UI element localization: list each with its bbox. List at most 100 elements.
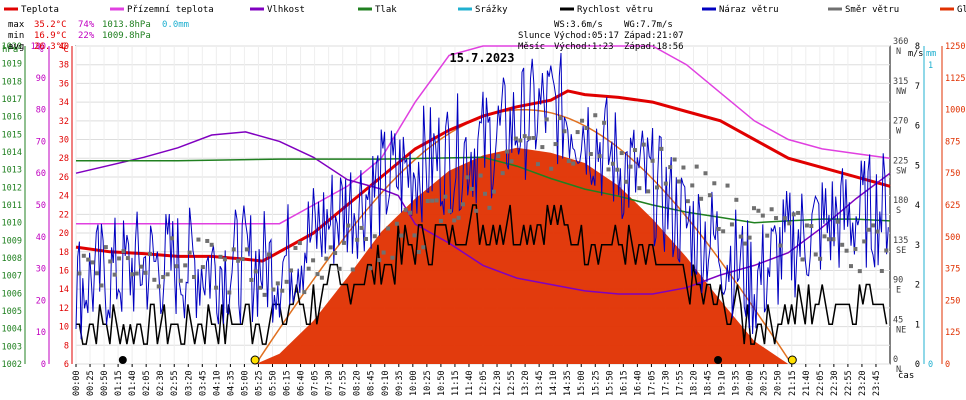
wind-direction-point bbox=[143, 270, 148, 275]
wind-direction-point bbox=[328, 245, 333, 250]
pressure-tick: 1004 bbox=[2, 325, 22, 335]
time-tick: 16:40 bbox=[633, 370, 643, 396]
pressure-tick: 1017 bbox=[2, 95, 22, 105]
time-tick: 05:25 bbox=[254, 370, 264, 396]
time-tick: 07:55 bbox=[339, 370, 349, 396]
wind-direction-point bbox=[527, 136, 532, 141]
wind-direction-point bbox=[333, 251, 338, 256]
wind-direction-point bbox=[606, 167, 611, 172]
wind-direction-point bbox=[747, 235, 752, 240]
pressure-tick: 1018 bbox=[2, 77, 22, 87]
wind-direction-point bbox=[654, 185, 659, 190]
wind-direction-point bbox=[289, 268, 294, 273]
wind-direction-point bbox=[117, 256, 122, 261]
humidity-tick: 70 bbox=[36, 137, 46, 147]
legend-label: Rychlost větru bbox=[577, 5, 653, 15]
moonset-time: Západ:18:56 bbox=[624, 42, 684, 52]
stat-label-avg: avg bbox=[8, 42, 24, 52]
time-tick: 15:50 bbox=[605, 370, 615, 396]
wind-direction-point bbox=[765, 233, 770, 238]
pressure-tick: 1013 bbox=[2, 166, 22, 176]
direction-tick-label: SE bbox=[896, 246, 906, 256]
legend-label: Srážky bbox=[475, 5, 508, 15]
wind-direction-point bbox=[584, 126, 589, 131]
wind-direction-point bbox=[505, 149, 510, 154]
time-tick: 23:45 bbox=[872, 370, 882, 396]
temperature-tick: 32 bbox=[59, 117, 69, 127]
radiation-tick: 375 bbox=[945, 265, 960, 275]
direction-tick-label: SW bbox=[896, 166, 907, 176]
pressure-tick: 1003 bbox=[2, 342, 22, 352]
wind-direction-point bbox=[734, 197, 739, 202]
wind-direction-point bbox=[425, 199, 430, 204]
wind-direction-point bbox=[721, 229, 726, 234]
wind-direction-point bbox=[205, 238, 210, 243]
wind-direction-point bbox=[500, 171, 505, 176]
time-tick: 22:05 bbox=[816, 370, 826, 396]
wind-direction-point bbox=[787, 221, 792, 226]
temperature-tick: 12 bbox=[59, 304, 69, 314]
wind-direction-point bbox=[108, 259, 113, 264]
moonrise-time: Východ:1:23 bbox=[554, 42, 614, 52]
rain-tick: 1 bbox=[928, 61, 933, 71]
wind-direction-point bbox=[297, 241, 302, 246]
radiation-tick: 0 bbox=[945, 360, 950, 370]
wind-direction-point bbox=[703, 171, 708, 176]
time-tick: 14:35 bbox=[563, 370, 573, 396]
wind-direction-point bbox=[293, 245, 298, 250]
pressure-tick: 1019 bbox=[2, 60, 22, 70]
direction-tick-label: S bbox=[896, 206, 901, 216]
wind-direction-point bbox=[200, 265, 205, 270]
wind-direction-point bbox=[796, 210, 801, 215]
wind-direction-point bbox=[774, 216, 779, 221]
time-tick: 07:30 bbox=[325, 370, 335, 396]
wind-direction-point bbox=[557, 116, 562, 121]
wind-direction-point bbox=[249, 277, 254, 282]
wind-direction-point bbox=[513, 136, 518, 141]
wind-direction-point bbox=[90, 260, 95, 265]
wind-direction-point bbox=[593, 113, 598, 118]
time-tick: 16:15 bbox=[619, 370, 629, 396]
wind-direction-point bbox=[844, 248, 849, 253]
wind-direction-point bbox=[610, 161, 615, 166]
wind-direction-point bbox=[81, 253, 86, 258]
time-tick: 00:50 bbox=[100, 370, 110, 396]
chart-date-title: 15.7.2023 bbox=[449, 51, 514, 65]
wind-direction-point bbox=[632, 148, 637, 153]
wind-direction-point bbox=[531, 135, 536, 140]
time-tick: 17:30 bbox=[661, 370, 671, 396]
temperature-tick: 38 bbox=[59, 61, 69, 71]
wind-direction-point bbox=[478, 173, 483, 178]
wind-direction-point bbox=[641, 142, 646, 147]
wind-direction-point bbox=[280, 288, 285, 293]
stat-min-press: 1009.8hPa bbox=[102, 31, 151, 41]
wind-direction-point bbox=[125, 256, 130, 261]
wind-direction-point bbox=[879, 268, 884, 273]
wind-direction-point bbox=[716, 226, 721, 231]
pressure-tick: 1005 bbox=[2, 307, 22, 317]
wind-direction-point bbox=[743, 241, 748, 246]
time-tick: 17:05 bbox=[647, 370, 657, 396]
wind-direction-point bbox=[236, 258, 241, 263]
wind-direction-point bbox=[214, 285, 219, 290]
wind-direction-point bbox=[628, 164, 633, 169]
temperature-tick: 18 bbox=[59, 248, 69, 258]
time-tick: 12:05 bbox=[479, 370, 489, 396]
wind-direction-point bbox=[672, 157, 677, 162]
direction-tick-label: W bbox=[896, 127, 902, 137]
time-tick: 22:30 bbox=[830, 370, 840, 396]
radiation-tick: 125 bbox=[945, 328, 960, 338]
wind-tick: 7 bbox=[915, 82, 920, 92]
wind-direction-point bbox=[319, 275, 324, 280]
time-tick: 06:40 bbox=[297, 370, 307, 396]
moonset-marker bbox=[714, 356, 723, 364]
wind-direction-point bbox=[240, 257, 245, 262]
wind-direction-point bbox=[725, 183, 730, 188]
time-tick: 00:00 bbox=[72, 370, 82, 396]
wind-direction-point bbox=[509, 159, 514, 164]
wind-direction-point bbox=[363, 236, 368, 241]
direction-tick-deg: 0 bbox=[893, 355, 898, 365]
direction-tick-deg: 135 bbox=[893, 236, 908, 246]
wind-direction-point bbox=[677, 179, 682, 184]
